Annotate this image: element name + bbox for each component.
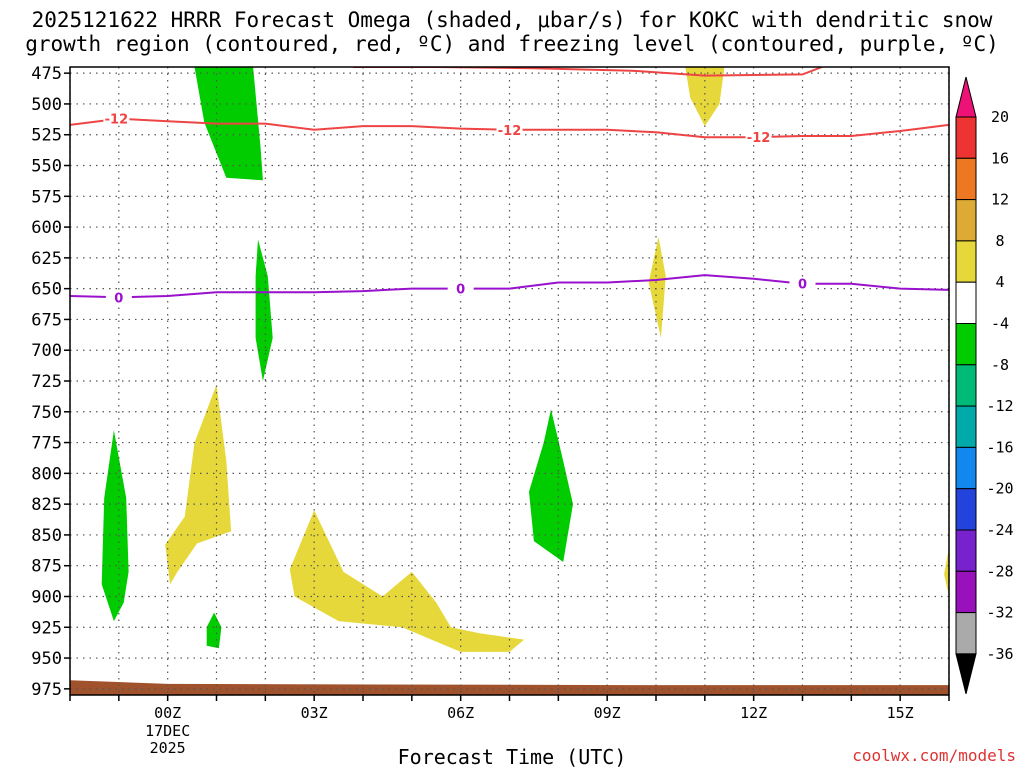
- colorbar-label-13: -32: [986, 604, 1013, 622]
- colorbar-swatch-7: [955, 364, 977, 407]
- y-tick-label-875: 875: [31, 557, 62, 577]
- y-tick-label-650: 650: [31, 280, 62, 300]
- y-tick-label-925: 925: [31, 618, 62, 638]
- chart-title: 2025121622 HRRR Forecast Omega (shaded, …: [0, 8, 1024, 56]
- colorbar-swatch-3: [955, 199, 977, 242]
- x-tick-label-15Z: 15Z: [887, 704, 914, 722]
- colorbar-label-9: -16: [986, 438, 1013, 456]
- omega-region-6: [165, 384, 232, 585]
- x-tick-label-09Z: 09Z: [594, 704, 621, 722]
- colorbar-label-14: -36: [986, 645, 1013, 663]
- dgz-bottom-minus12-label-bg-3: [745, 130, 772, 145]
- colorbar-label-12: -28: [986, 562, 1013, 580]
- y-tick-label-700: 700: [31, 341, 62, 361]
- colorbar-label-7: -8: [991, 356, 1009, 374]
- colorbar-label-4: 8: [995, 232, 1004, 250]
- colorbar-legend: 20 16 12 8 4 -4 -8 -12 -16 -20 -24 -28 -32 -36: [955, 76, 1014, 695]
- y-tick-label-800: 800: [31, 464, 62, 484]
- freezing-level-0-label-bg-3: [789, 276, 816, 291]
- freezing-level-0-label-1: 0: [114, 291, 123, 306]
- colorbar-label-11: -24: [986, 521, 1013, 539]
- x-tick-label-03Z: 03Z: [301, 704, 328, 722]
- omega-region-5: [529, 409, 573, 562]
- omega-shaded-regions: [101, 67, 949, 652]
- colorbar-swatch-12: [955, 570, 977, 614]
- contour-lines: -12 -12 -12 0 0 0: [70, 67, 949, 306]
- y-tick-label-900: 900: [31, 587, 62, 607]
- colorbar-swatch-11: [955, 529, 977, 572]
- dgz-bottom-minus12-label-bg-2: [496, 122, 523, 137]
- colorbar-swatch-10: [955, 488, 977, 531]
- y-tick-label-775: 775: [31, 434, 62, 454]
- colorbar-swatch-13: [955, 612, 977, 655]
- y-tick-label-850: 850: [31, 526, 62, 546]
- y-tick-label-750: 750: [31, 403, 62, 423]
- x-tick-label-06Z: 06Z: [447, 704, 474, 722]
- x-tick-label-12Z: 12Z: [740, 704, 767, 722]
- omega-region-8: [648, 236, 666, 338]
- y-tick-label-825: 825: [31, 495, 62, 515]
- freezing-level-0-label-2: 0: [456, 283, 465, 298]
- y-tick-label-575: 575: [31, 187, 62, 207]
- x-tick-label-00Z: 00Z: [154, 704, 181, 722]
- y-tick-label-550: 550: [31, 157, 62, 177]
- omega-region-4: [206, 612, 222, 649]
- colorbar-label-10: -20: [986, 480, 1013, 498]
- omega-region-3: [101, 430, 129, 622]
- y-tick-label-475: 475: [31, 64, 62, 84]
- chart-title-line-1: 2025121622 HRRR Forecast Omega (shaded, …: [31, 8, 993, 32]
- dgz-bottom-minus12-label-2: -12: [498, 124, 522, 139]
- terrain-layer: [70, 680, 949, 695]
- dgz-bottom-minus12-label-1: -12: [105, 113, 129, 128]
- grid-lines: [69, 67, 950, 695]
- source-credit: coolwx.com/models: [852, 746, 1016, 765]
- dgz-bottom-minus12-label-bg-1: [103, 111, 130, 126]
- colorbar-label-3: 12: [991, 191, 1009, 209]
- colorbar-swatch-1: [955, 116, 977, 159]
- colorbar-label-1: 20: [991, 108, 1009, 126]
- omega-region-7: [289, 510, 525, 652]
- x-axis-title: Forecast Time (UTC): [397, 745, 627, 769]
- omega-region-10: [944, 547, 949, 597]
- colorbar-label-5: 4: [995, 273, 1004, 291]
- y-axis: 475 500 525 550 575 600 625 650 675 700 725 750 775 8…: [31, 64, 70, 700]
- colorbar-swatch-4: [955, 240, 977, 283]
- y-tick-label-950: 950: [31, 649, 62, 669]
- colorbar-swatch-2: [955, 157, 977, 201]
- colorbar-swatch-9: [955, 446, 977, 490]
- y-tick-label-625: 625: [31, 249, 62, 269]
- freezing-level-0-label-3: 0: [798, 278, 807, 293]
- dgz-top-minus12: [353, 67, 823, 77]
- colorbar-swatch-5: [955, 281, 977, 325]
- omega-region-2: [255, 239, 273, 381]
- dgz-bottom-minus12-label-3: -12: [747, 131, 771, 146]
- y-tick-label-525: 525: [31, 126, 62, 146]
- y-tick-label-500: 500: [31, 95, 62, 115]
- colorbar-label-6: -4: [991, 315, 1009, 333]
- freezing-level-0: [70, 274, 949, 299]
- y-tick-label-725: 725: [31, 372, 62, 392]
- y-tick-label-600: 600: [31, 218, 62, 238]
- x-tick-sublabel-17DEC: 17DEC: [145, 722, 190, 740]
- colorbar-bottom-arrow: [955, 653, 977, 695]
- colorbar-label-2: 16: [991, 149, 1009, 167]
- colorbar-label-8: -12: [986, 397, 1013, 415]
- chart-title-line-2: growth region (contoured, red, ºC) and f…: [25, 32, 999, 56]
- freezing-level-0-label-bg-2: [447, 281, 474, 296]
- colorbar-swatch-8: [955, 405, 977, 448]
- y-tick-label-975: 975: [31, 680, 62, 700]
- colorbar-top-arrow: [955, 76, 977, 118]
- terrain-fill: [70, 680, 949, 695]
- y-tick-label-675: 675: [31, 310, 62, 330]
- omega-region-9: [685, 67, 725, 127]
- x-tick-sublabel-2025: 2025: [150, 739, 186, 757]
- colorbar-swatch-6: [955, 323, 977, 366]
- freezing-level-0-label-bg-1: [105, 290, 132, 305]
